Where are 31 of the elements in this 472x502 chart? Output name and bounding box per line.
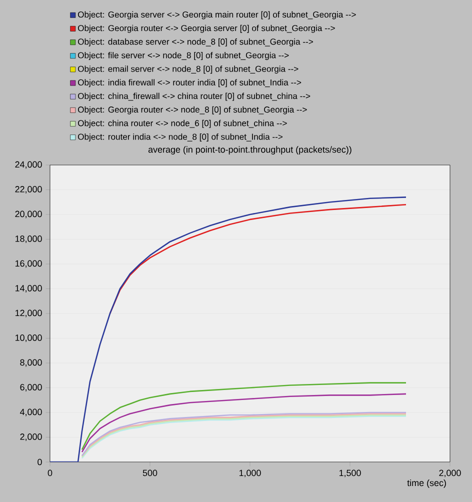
chart-title: average (in point-to-point.throughput (packets/sec)) [148, 146, 352, 154]
legend-label: Object: email server <-> node_8 [0] of subnet_Georgia --> [78, 66, 298, 74]
x-tick-label: 500 [142, 470, 158, 476]
legend-label: Object: Georgia router <-> Georgia server [0] of subnet_Georgia --> [78, 24, 335, 33]
line-series [50, 196, 407, 462]
y-tick-label: 4,000 [20, 408, 42, 416]
legend-label: Object: india firewall <-> router india [0] of subnet_India --> [78, 79, 302, 88]
y-tick-label: 20,000 [15, 210, 42, 218]
y-tick-label: 16,000 [15, 260, 42, 268]
legend-label: Object: Georgia router <-> node_8 [0] of subnet_Georgia --> [78, 106, 307, 114]
legend-label: Object: china_firewall <-> china router [0] of subnet_china --> [78, 92, 310, 101]
legend-label: Object: database server <-> node_8 [0] of subnet_Georgia --> [78, 38, 313, 46]
y-tick-label: 2,000 [20, 434, 42, 441]
legend-label: Object: file server <-> node_8 [0] of subnet_Georgia --> [78, 52, 289, 60]
y-tick-label: 0 [38, 458, 42, 466]
y-tick-label: 6,000 [20, 384, 42, 392]
x-axis-title: time (sec) [407, 480, 446, 488]
x-tick-label: 2,000 [439, 470, 461, 478]
x-tick-label: 1,000 [239, 470, 261, 478]
y-tick-label: 22,000 [15, 186, 42, 194]
legend-label: Object: Georgia server <-> Georgia main router [0] of subnet_Georgia --> [78, 11, 356, 20]
legend-label: Object: router india <-> node_8 [0] of subnet_India --> [78, 133, 283, 142]
y-tick-label: 24,000 [15, 161, 42, 169]
legend-label: Object: china router <-> node_6 [0] of subnet_china --> [78, 120, 287, 128]
y-tick-label: 14,000 [15, 285, 42, 292]
y-tick-label: 12,000 [15, 310, 42, 318]
y-tick-label: 18,000 [15, 236, 42, 243]
x-tick-label: 1,500 [339, 470, 361, 478]
y-tick-label: 10,000 [15, 334, 42, 342]
y-tick-label: 8,000 [20, 359, 42, 367]
x-tick-label: 0 [48, 470, 52, 476]
